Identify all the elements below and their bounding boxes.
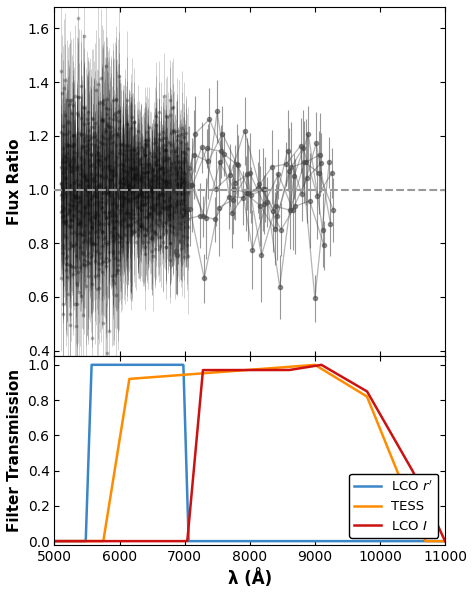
Y-axis label: Flux Ratio: Flux Ratio <box>7 138 22 225</box>
Legend: LCO $r'$, TESS, LCO $I$: LCO $r'$, TESS, LCO $I$ <box>349 474 438 538</box>
TESS <box>201 369 207 377</box>
LCO $I$ <box>435 521 440 528</box>
TESS <box>52 537 57 544</box>
Line: LCO $r'$: LCO $r'$ <box>55 365 445 541</box>
LCO $I$ <box>52 537 57 544</box>
LCO $I$ <box>96 537 102 544</box>
LCO $I$ <box>201 367 207 374</box>
TESS <box>96 537 102 544</box>
LCO $r'$ <box>52 537 57 544</box>
LCO $r'$ <box>392 537 398 544</box>
LCO $I$ <box>392 437 398 444</box>
LCO $r'$ <box>219 537 224 544</box>
X-axis label: λ (Å): λ (Å) <box>228 569 272 588</box>
TESS <box>219 368 224 375</box>
TESS <box>312 361 318 368</box>
LCO $I$ <box>219 367 224 374</box>
TESS <box>392 464 398 471</box>
LCO $r'$ <box>89 361 94 368</box>
LCO $r'$ <box>96 361 102 368</box>
LCO $r'$ <box>201 537 207 544</box>
LCO $r'$ <box>435 537 440 544</box>
LCO $I$ <box>442 537 448 544</box>
LCO $r'$ <box>442 537 448 544</box>
LCO $I$ <box>319 361 324 368</box>
Y-axis label: Filter Transmission: Filter Transmission <box>7 369 22 532</box>
TESS <box>119 420 125 427</box>
LCO $I$ <box>119 537 125 544</box>
LCO $r'$ <box>119 361 125 368</box>
Line: TESS: TESS <box>55 365 445 541</box>
Line: LCO $I$: LCO $I$ <box>55 365 445 541</box>
TESS <box>442 537 448 544</box>
TESS <box>435 537 440 544</box>
